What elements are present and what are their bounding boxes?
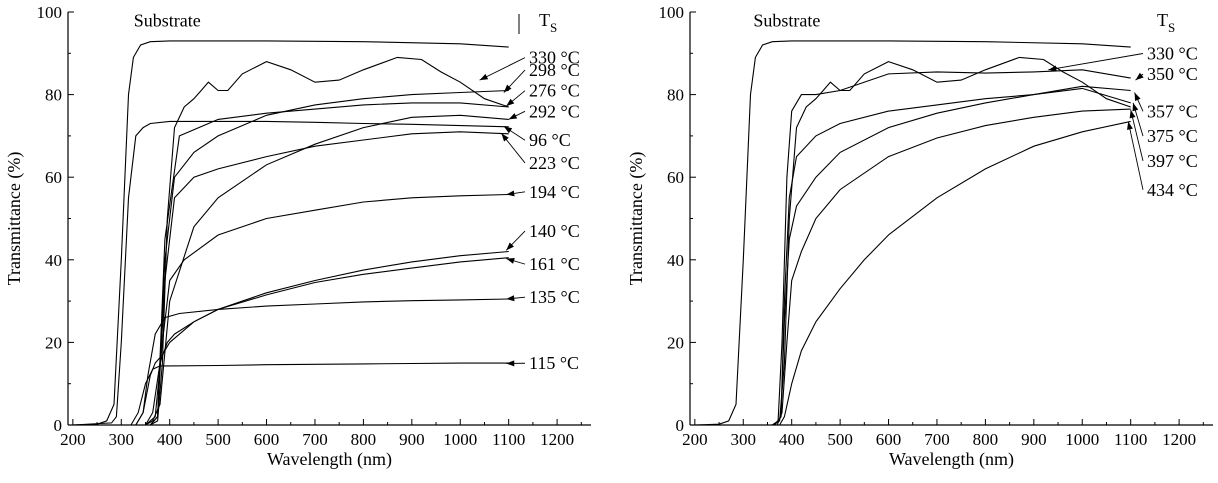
series-label-298-c: 298 °C <box>529 60 580 80</box>
x-tick-label: 700 <box>302 430 328 449</box>
y-tick-label: 80 <box>45 86 62 105</box>
x-tick-label: 1000 <box>443 430 477 449</box>
x-tick-label: 700 <box>924 430 950 449</box>
arrow-head-icon <box>503 126 513 134</box>
arrow-head-icon <box>508 113 518 120</box>
series-line-substrate <box>72 40 509 426</box>
series-label-434-c: 434 °C <box>1147 180 1198 200</box>
series-label-357-c: 357 °C <box>1147 101 1198 121</box>
series-label-375-c: 375 °C <box>1147 126 1198 146</box>
series-line-350-c <box>694 69 1131 426</box>
arrow-head-icon <box>1048 65 1057 72</box>
series-arrow-330-c <box>479 57 526 81</box>
series-label-397-c: 397 °C <box>1147 151 1198 171</box>
series-line-194-c <box>72 193 509 426</box>
series-line-375-c <box>694 87 1131 426</box>
y-axis-title: Transmittance (%) <box>626 152 647 286</box>
x-tick-label: 1200 <box>1162 430 1196 449</box>
arrow-head-icon <box>506 360 515 367</box>
y-tick-label: 20 <box>667 333 684 352</box>
series-label-140-c: 140 °C <box>529 221 580 241</box>
arrow-head-icon <box>1129 109 1136 119</box>
series-label-223-c: 223 °C <box>529 153 580 173</box>
x-tick-label: 600 <box>876 430 902 449</box>
x-tick-label: 400 <box>157 430 183 449</box>
series-label-330-c: 330 °C <box>1147 43 1198 63</box>
legend-header: TS <box>1157 10 1175 35</box>
x-tick-label: 200 <box>60 430 86 449</box>
series-label-161-c: 161 °C <box>529 254 580 274</box>
x-tick-label: 500 <box>827 430 853 449</box>
x-axis-title: Wavelength (nm) <box>889 449 1014 470</box>
series-line-96-c <box>72 120 509 426</box>
x-tick-label: 200 <box>682 430 708 449</box>
series-line-330-c <box>694 56 1131 426</box>
series-label-330-c: 330 °C <box>529 48 580 68</box>
series-line-135-c <box>72 298 509 426</box>
series-line-161-c <box>72 257 509 426</box>
y-tick-label: 20 <box>45 333 62 352</box>
y-tick-label: 60 <box>45 168 62 187</box>
annotation-substrate: Substrate <box>753 10 820 30</box>
series-line-330-c <box>72 56 509 426</box>
x-tick-label: 900 <box>399 430 425 449</box>
series-label-194-c: 194 °C <box>529 182 580 202</box>
y-tick-label: 40 <box>45 251 62 270</box>
series-line-292-c <box>72 114 509 426</box>
x-tick-label: 300 <box>109 430 135 449</box>
series-arrow-434-c <box>1127 121 1144 190</box>
series-arrow-330-c <box>1048 53 1144 71</box>
x-tick-label: 1000 <box>1065 430 1099 449</box>
x-tick-label: 800 <box>973 430 999 449</box>
arrow-head-icon <box>1127 121 1133 130</box>
series-label-96-c: 96 °C <box>529 130 571 150</box>
x-tick-label: 1100 <box>1114 430 1147 449</box>
y-tick-label: 0 <box>676 416 685 435</box>
annotation-substrate: Substrate <box>134 10 201 30</box>
arrow-head-icon <box>506 190 515 197</box>
right-chart-panel: 200 300 400 500 600 700 800 900 1000 1100 1200 0 20 4… <box>626 3 1213 470</box>
series-label-135-c: 135 °C <box>529 287 580 307</box>
x-tick-label: 300 <box>731 430 757 449</box>
arrow-head-icon <box>1135 72 1144 81</box>
series-line-397-c <box>694 108 1131 426</box>
series-line-140-c <box>72 250 509 426</box>
y-tick-label: 0 <box>54 416 63 435</box>
series-line-115-c <box>72 362 509 426</box>
left-chart-panel: 200 300 400 500 600 700 800 900 1000 1100 1200 0 20 4… <box>4 3 591 470</box>
x-tick-label: 800 <box>351 430 377 449</box>
arrow-head-icon <box>506 242 514 251</box>
arrow-head-icon <box>479 73 489 81</box>
series-arrow-397-c <box>1130 109 1144 161</box>
arrow-head-icon <box>501 133 509 142</box>
y-tick-label: 100 <box>659 3 685 22</box>
x-axis-title: Wavelength (nm) <box>267 449 392 470</box>
x-tick-label: 900 <box>1021 430 1047 449</box>
series-label-115-c: 115 °C <box>529 353 579 373</box>
arrow-head-icon <box>506 295 515 302</box>
arrow-head-icon <box>503 84 512 93</box>
x-tick-label: 1100 <box>492 430 525 449</box>
arrow-head-icon <box>506 257 515 264</box>
series-label-350-c: 350 °C <box>1147 64 1198 84</box>
series-line-434-c <box>694 120 1131 426</box>
x-tick-label: 1200 <box>540 430 574 449</box>
series-line-substrate <box>694 40 1131 426</box>
legend-header: TS <box>539 10 557 35</box>
y-tick-label: 100 <box>37 3 63 22</box>
series-label-276-c: 276 °C <box>529 81 580 101</box>
y-tick-label: 60 <box>667 168 684 187</box>
arrow-head-icon <box>1132 102 1139 112</box>
arrow-head-icon <box>506 98 515 107</box>
x-tick-label: 600 <box>254 430 280 449</box>
y-tick-label: 40 <box>667 251 684 270</box>
arrow-head-icon <box>1134 92 1141 102</box>
x-tick-label: 400 <box>779 430 805 449</box>
series-label-292-c: 292 °C <box>529 101 580 121</box>
y-axis-title: Transmittance (%) <box>4 152 25 286</box>
series-line-223-c <box>72 131 509 426</box>
y-tick-label: 80 <box>667 86 684 105</box>
x-tick-label: 500 <box>205 430 231 449</box>
